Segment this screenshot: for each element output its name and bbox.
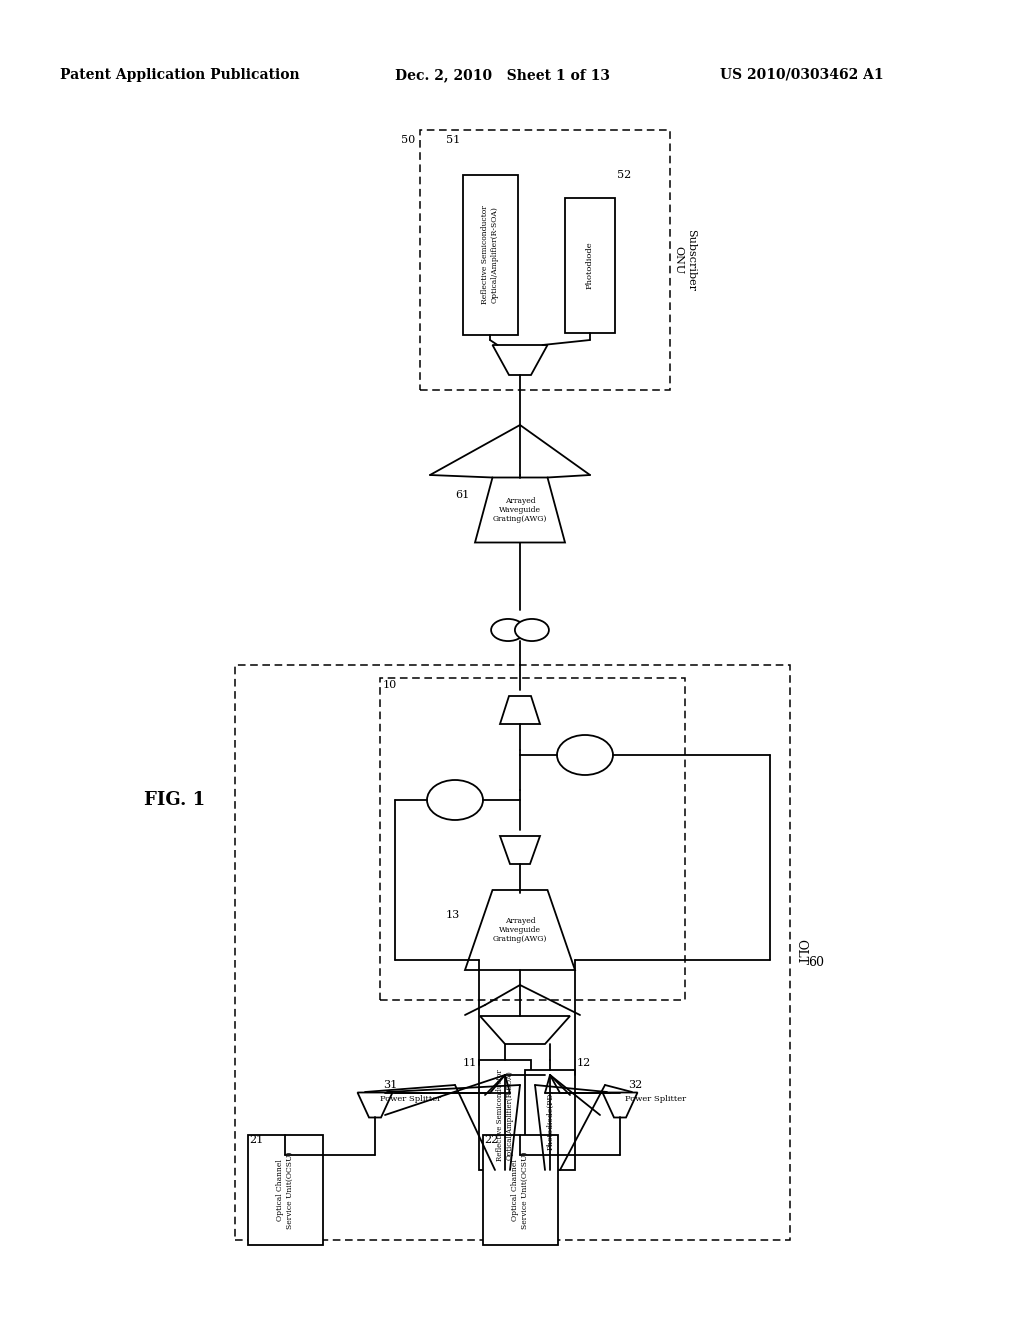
Text: 51: 51	[446, 135, 461, 145]
Text: Photodiode(PD): Photodiode(PD)	[546, 1090, 554, 1150]
Text: Dec. 2, 2010   Sheet 1 of 13: Dec. 2, 2010 Sheet 1 of 13	[395, 69, 610, 82]
Text: 50: 50	[400, 135, 415, 145]
Text: Arrayed
Waveguide
Grating(AWG): Arrayed Waveguide Grating(AWG)	[493, 496, 547, 523]
Text: 12: 12	[577, 1059, 591, 1068]
Polygon shape	[500, 836, 540, 865]
Bar	[420, 129, 670, 389]
Bar	[482, 1135, 557, 1245]
Polygon shape	[493, 345, 548, 375]
Text: 31: 31	[383, 1080, 397, 1090]
Text: 61: 61	[456, 490, 470, 500]
Ellipse shape	[427, 780, 483, 820]
Text: 52: 52	[617, 170, 631, 180]
Text: 60: 60	[808, 956, 824, 969]
Text: 32: 32	[628, 1080, 642, 1090]
Bar	[479, 1060, 531, 1170]
Bar	[565, 198, 615, 333]
Text: OLT: OLT	[794, 939, 807, 965]
Text: Power Splitter: Power Splitter	[625, 1096, 686, 1104]
Text: ONU: ONU	[673, 246, 683, 275]
Text: 11: 11	[463, 1059, 477, 1068]
Ellipse shape	[515, 619, 549, 642]
Text: Arrayed
Waveguide
Grating(AWG): Arrayed Waveguide Grating(AWG)	[493, 917, 547, 944]
Polygon shape	[475, 478, 565, 543]
Text: Optical Channel
Service Unit(OCSU): Optical Channel Service Unit(OCSU)	[276, 1151, 294, 1229]
Text: 13: 13	[445, 909, 460, 920]
Bar	[248, 1135, 323, 1245]
Polygon shape	[500, 696, 540, 723]
Text: Reflective Semiconductor
Optical/Amplifier(R-SOA): Reflective Semiconductor Optical/Amplifi…	[497, 1069, 514, 1160]
Text: Photodiode: Photodiode	[586, 242, 594, 289]
Ellipse shape	[557, 735, 613, 775]
Text: Subscriber: Subscriber	[686, 228, 696, 290]
Text: Patent Application Publication: Patent Application Publication	[60, 69, 300, 82]
Text: 21: 21	[250, 1135, 264, 1144]
Polygon shape	[602, 1093, 638, 1118]
Polygon shape	[480, 1016, 570, 1044]
Text: FIG. 1: FIG. 1	[144, 791, 206, 809]
Polygon shape	[465, 890, 575, 970]
Bar	[463, 176, 517, 335]
Bar	[525, 1071, 575, 1170]
Text: Optical Channel
Service Unit(OCSU): Optical Channel Service Unit(OCSU)	[511, 1151, 528, 1229]
Ellipse shape	[492, 619, 525, 642]
Text: 22: 22	[484, 1135, 499, 1144]
Text: Power Splitter: Power Splitter	[380, 1096, 441, 1104]
Bar	[380, 678, 685, 1001]
Bar	[234, 665, 790, 1239]
Text: 10: 10	[383, 680, 397, 690]
Polygon shape	[357, 1093, 392, 1118]
Text: US 2010/0303462 A1: US 2010/0303462 A1	[720, 69, 884, 82]
Text: Reflective Semiconductor
Optical/Amplifier(R-SOA): Reflective Semiconductor Optical/Amplifi…	[481, 206, 499, 305]
